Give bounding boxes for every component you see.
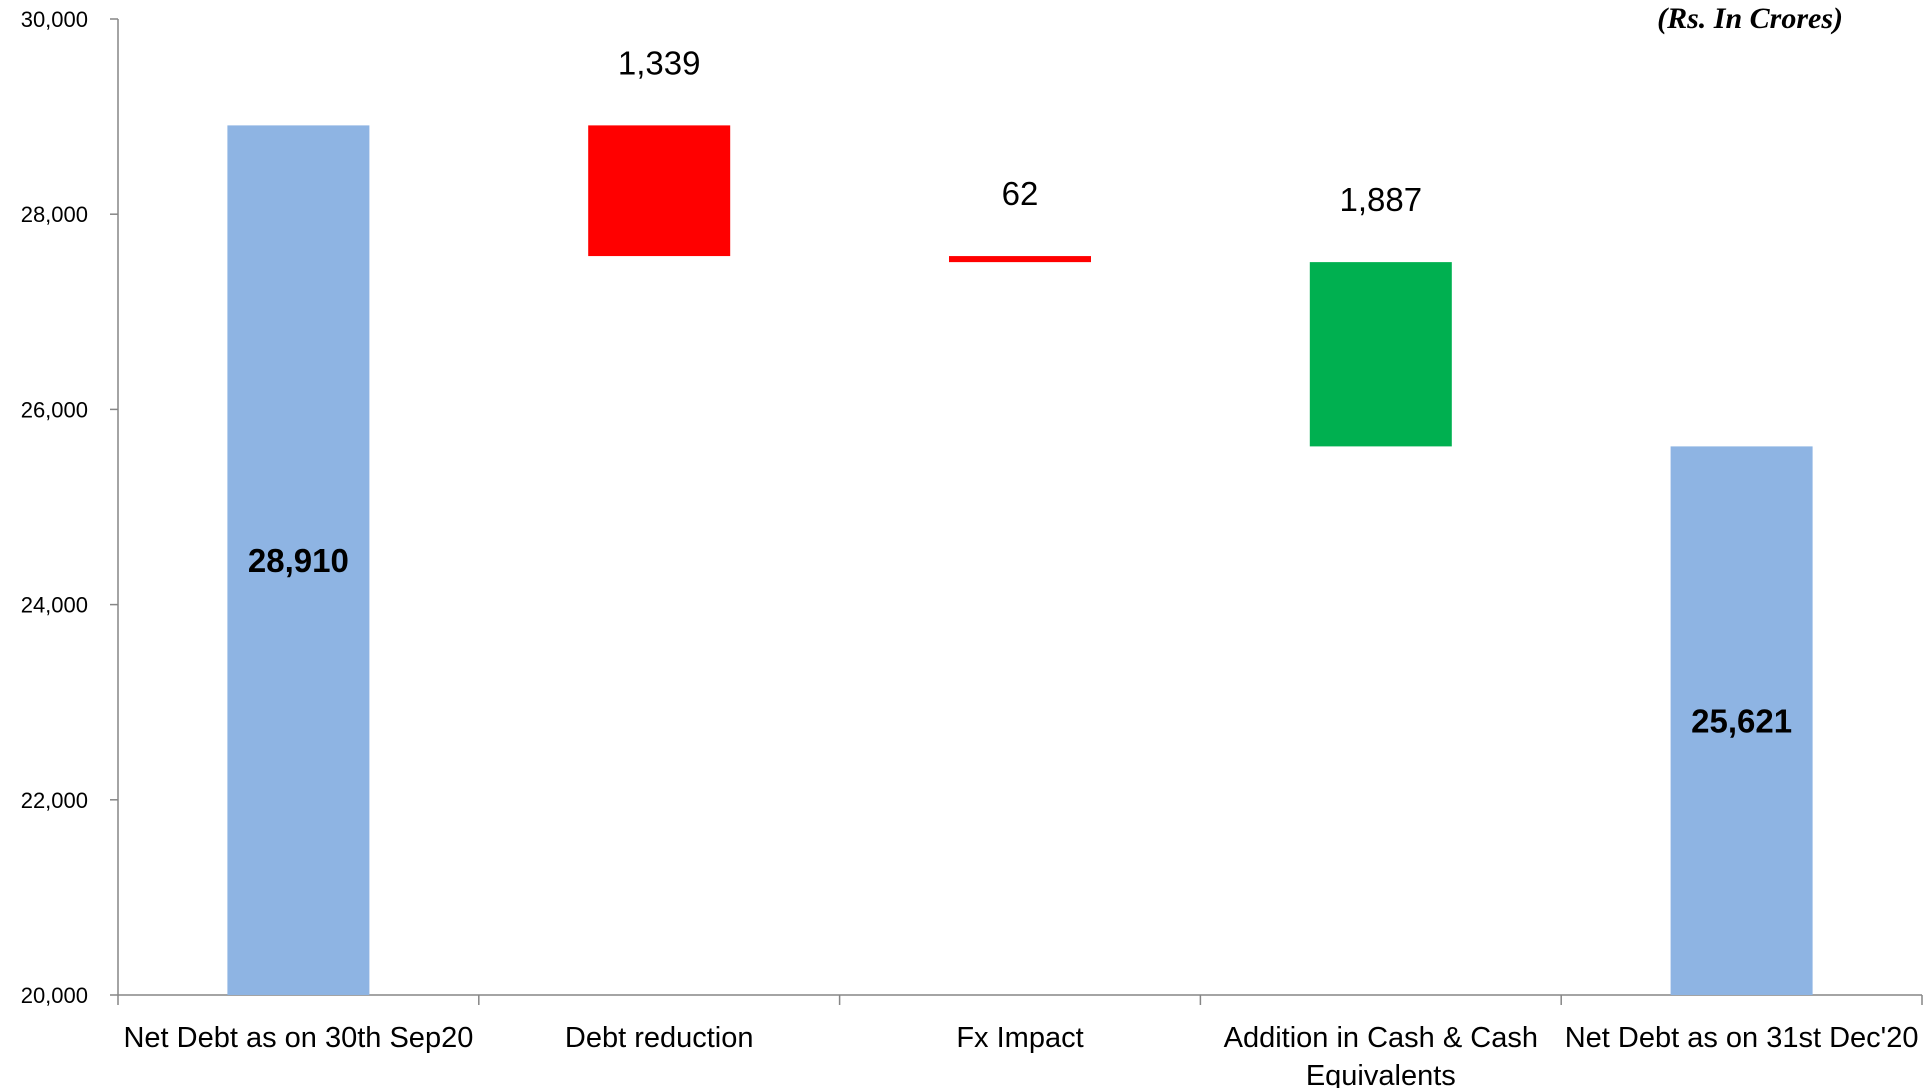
x-tick-label: Fx Impact <box>956 1022 1083 1054</box>
total-bar <box>227 125 370 995</box>
y-tick-label: 24,000 <box>21 593 88 618</box>
data-label: 25,621 <box>1691 703 1792 740</box>
x-tick-label: Addition in Cash & Cash <box>1224 1022 1538 1054</box>
change-bar <box>588 125 731 257</box>
data-label: 28,910 <box>248 542 349 579</box>
x-tick-label: Net Debt as on 31st Dec'20 <box>1565 1022 1919 1054</box>
y-tick-label: 26,000 <box>21 397 88 422</box>
x-tick-label: Net Debt as on 30th Sep20 <box>123 1022 473 1054</box>
data-label: 62 <box>1002 175 1039 212</box>
axes: 20,000 22,000 24,000 26,000 28,000 30,000 Net … <box>21 7 1923 1088</box>
total-bar <box>1670 446 1813 996</box>
x-tick-label: Debt reduction <box>565 1022 754 1054</box>
y-tick-label: 28,000 <box>21 202 88 227</box>
y-tick-label: 30,000 <box>21 7 88 32</box>
unit-note: (Rs. In Crores) <box>1657 2 1843 35</box>
data-label: 1,339 <box>618 44 701 81</box>
y-tick-label: 20,000 <box>21 983 88 1008</box>
change-bar <box>1309 262 1452 447</box>
data-labels: 28,910 1,339 62 1,887 25,621 <box>248 44 1792 739</box>
data-label: 1,887 <box>1340 181 1423 218</box>
change-bar <box>949 256 1091 263</box>
y-tick-label: 22,000 <box>21 788 88 813</box>
bars <box>227 125 1813 996</box>
x-tick-label: Equivalents <box>1306 1060 1456 1088</box>
